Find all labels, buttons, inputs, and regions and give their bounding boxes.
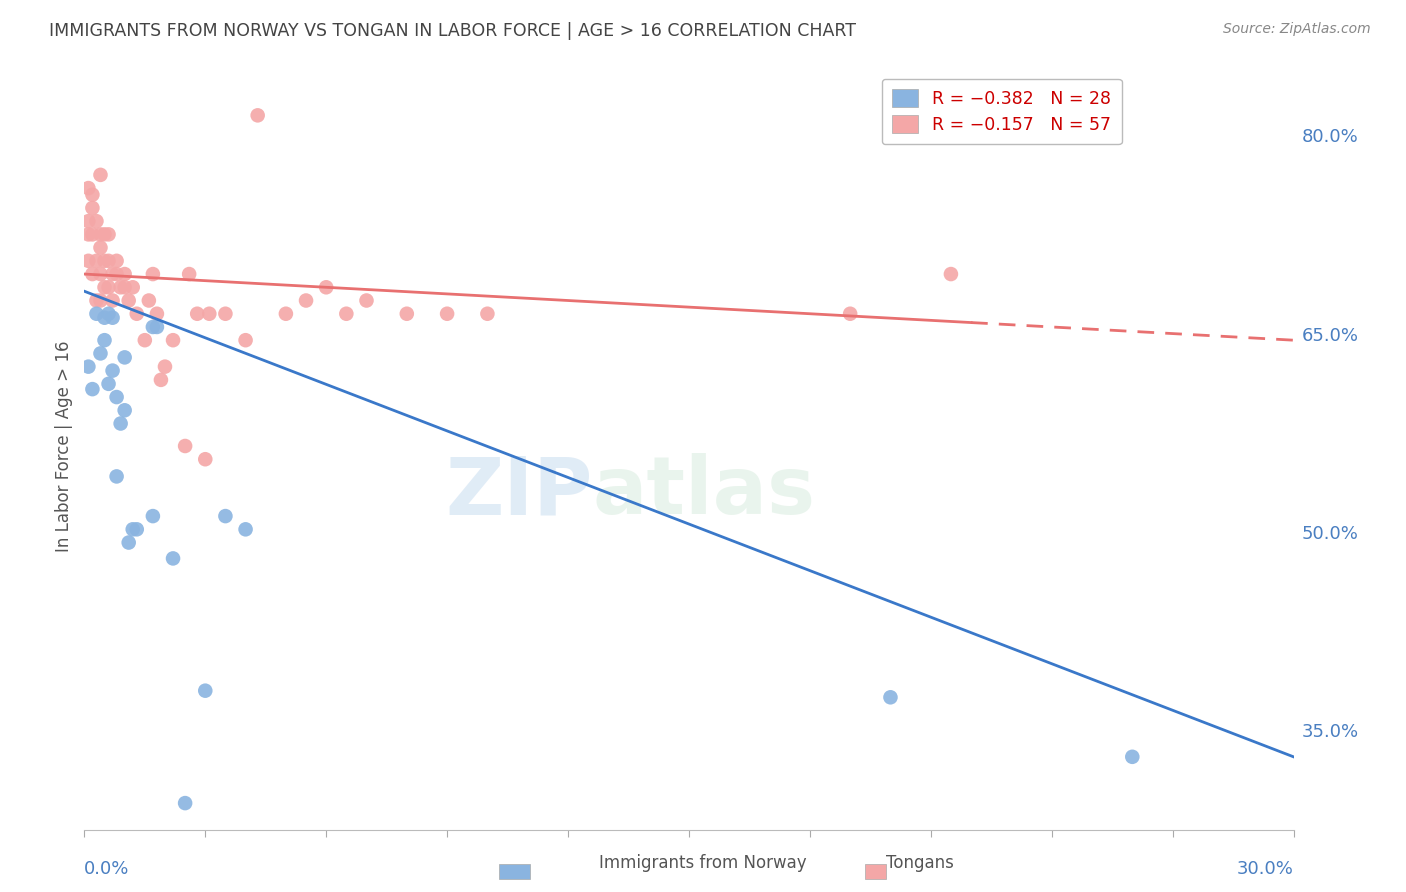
Point (101, 293, 124, 308)
Point (101, 310, 124, 325)
Point (315, 280, 337, 294)
Point (395, 307, 418, 321)
Point (118, 535, 141, 549)
Point (89, 267, 111, 281)
Point (82, 382, 104, 396)
Point (101, 267, 124, 281)
Point (1121, 749, 1143, 764)
Text: Source: ZipAtlas.com: Source: ZipAtlas.com (1223, 22, 1371, 37)
Point (110, 280, 132, 294)
Point (110, 417, 132, 431)
Point (77, 227, 100, 242)
Point (105, 253, 128, 268)
Point (105, 469, 128, 483)
Point (93, 333, 115, 347)
Point (97, 253, 120, 268)
Text: 0.0%: 0.0% (84, 860, 129, 878)
Point (89, 293, 111, 308)
Text: atlas: atlas (592, 453, 815, 531)
Point (142, 509, 165, 524)
Point (82, 267, 104, 281)
Point (162, 551, 184, 566)
Text: Immigrants from Norway: Immigrants from Norway (599, 855, 807, 872)
Point (186, 307, 208, 321)
Point (77, 253, 100, 268)
Point (82, 201, 104, 215)
Point (101, 363, 124, 377)
Point (295, 293, 318, 308)
Point (235, 333, 257, 347)
Point (162, 333, 184, 347)
Point (114, 403, 136, 417)
Point (142, 267, 165, 281)
Point (105, 267, 128, 281)
Point (235, 522, 257, 536)
Point (89, 346, 111, 360)
Point (839, 307, 862, 321)
Point (105, 390, 128, 404)
Point (274, 307, 297, 321)
Text: 30.0%: 30.0% (1237, 860, 1294, 878)
Point (179, 267, 201, 281)
Point (118, 293, 141, 308)
Point (82, 227, 104, 242)
Point (82, 187, 104, 202)
Point (125, 522, 148, 536)
Point (356, 293, 378, 308)
Point (77, 181, 100, 195)
Text: Tongans: Tongans (886, 855, 953, 872)
Point (114, 280, 136, 294)
Point (89, 227, 111, 242)
Point (86, 293, 108, 308)
Point (77, 214, 100, 228)
Point (89, 241, 111, 255)
Point (86, 214, 108, 228)
Point (153, 359, 176, 374)
Point (214, 509, 236, 524)
Point (214, 307, 236, 321)
Point (174, 796, 197, 810)
Point (138, 293, 160, 308)
Point (879, 690, 901, 705)
Point (335, 307, 357, 321)
Point (114, 267, 136, 281)
Point (77, 359, 100, 374)
Point (86, 307, 108, 321)
Point (146, 307, 169, 321)
Point (939, 267, 962, 281)
Point (477, 307, 499, 321)
Point (142, 320, 165, 334)
Legend: R = −0.382   N = 28, R = −0.157   N = 57: R = −0.382 N = 28, R = −0.157 N = 57 (882, 78, 1122, 145)
Point (194, 452, 217, 467)
Point (97, 376, 120, 391)
Point (93, 310, 115, 325)
Point (436, 307, 458, 321)
Point (93, 280, 115, 294)
Point (246, 108, 269, 122)
Point (93, 253, 115, 268)
Point (125, 307, 148, 321)
Text: IMMIGRANTS FROM NORWAY VS TONGAN IN LABOR FORCE | AGE > 16 CORRELATION CHART: IMMIGRANTS FROM NORWAY VS TONGAN IN LABO… (49, 22, 856, 40)
Point (134, 333, 156, 347)
Point (149, 373, 172, 387)
Point (86, 253, 108, 268)
Y-axis label: In Labor Force | Age > 16: In Labor Force | Age > 16 (55, 340, 73, 552)
Point (114, 351, 136, 365)
Point (121, 280, 143, 294)
Point (174, 439, 197, 453)
Point (97, 280, 120, 294)
Point (146, 320, 169, 334)
Point (194, 683, 217, 698)
Text: ZIP: ZIP (444, 453, 592, 531)
Point (198, 307, 221, 321)
Point (89, 168, 111, 182)
Point (97, 227, 120, 242)
Point (121, 522, 143, 536)
Point (97, 307, 120, 321)
Point (93, 227, 115, 242)
